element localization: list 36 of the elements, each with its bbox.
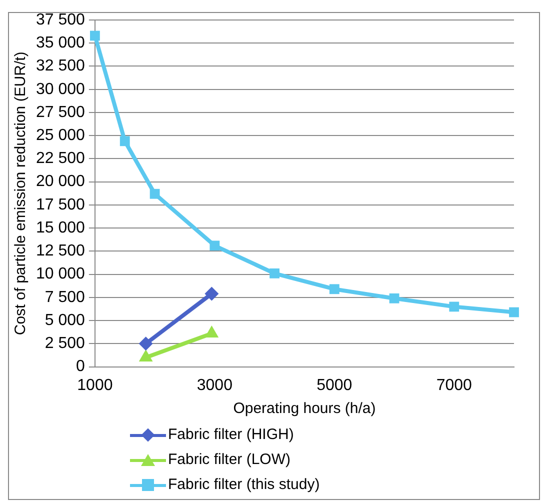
y-tick-label: 22 500 — [36, 150, 86, 168]
x-axis-title: Operating hours (h/a) — [233, 400, 376, 418]
y-axis-title: Cost of particle emission reduction (EUR/t) — [12, 52, 30, 336]
x-tick-label: 7000 — [436, 376, 472, 394]
point — [270, 268, 280, 278]
x-tick-label: 3000 — [196, 376, 233, 394]
point — [509, 307, 519, 318]
y-tick-label: 15 000 — [36, 219, 86, 236]
point — [138, 336, 153, 351]
point — [210, 240, 220, 251]
y-tick-label: 17 500 — [36, 196, 86, 214]
y-tick-label: 25 000 — [36, 127, 86, 144]
y-tick-label: 30 000 — [36, 80, 86, 98]
y-tick-label: 37 500 — [36, 11, 86, 28]
legend-label: Fabric filter (this study) — [168, 476, 320, 493]
y-tick-label: 32 500 — [36, 58, 86, 75]
point — [449, 302, 460, 312]
legend-label: Fabric filter (HIGH) — [168, 426, 294, 443]
y-tick-label: 2 500 — [44, 335, 86, 352]
y-tick-label: 7 500 — [44, 288, 86, 306]
y-tick-label: 35 000 — [36, 34, 86, 52]
y-tick-label: 20 000 — [36, 173, 86, 190]
y-tick-label: 10 000 — [36, 266, 86, 283]
y-tick-label: 12 500 — [36, 242, 86, 260]
point — [150, 188, 160, 199]
point — [204, 286, 219, 301]
legend-label: Fabric filter (LOW) — [168, 451, 291, 468]
point — [329, 284, 340, 294]
point — [389, 293, 400, 304]
y-tick-label: 5 000 — [44, 312, 86, 329]
y-tick-label: 0 — [76, 358, 86, 376]
y-tick-label: 27 500 — [36, 104, 86, 121]
x-tick-label: 5000 — [316, 376, 352, 394]
point — [90, 30, 100, 41]
x-tick-label: 1000 — [77, 376, 113, 394]
point — [120, 136, 130, 146]
